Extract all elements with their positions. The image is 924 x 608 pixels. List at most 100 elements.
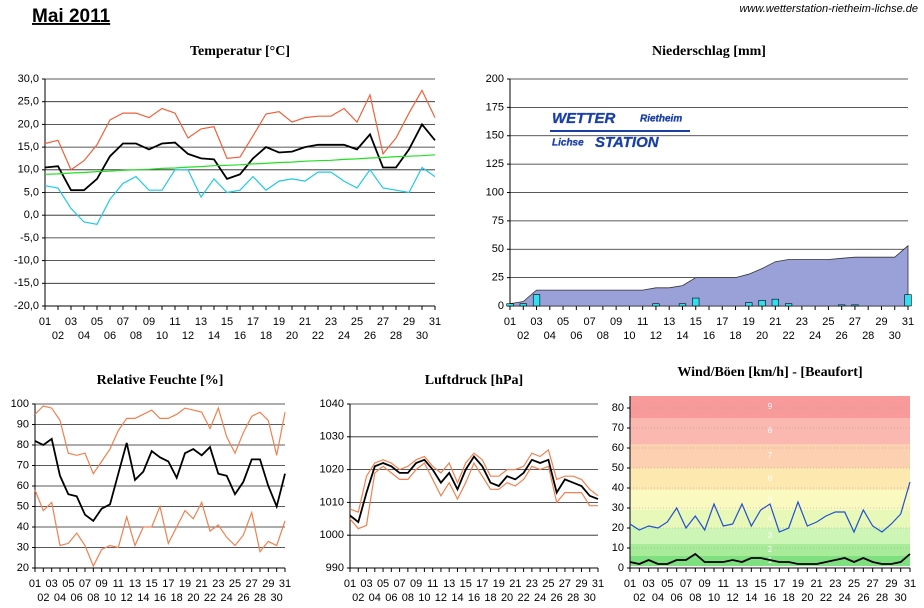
x-tick-label: 16 (154, 592, 166, 604)
y-tick-label: 0,0 (24, 209, 39, 221)
x-tick-label: 02 (633, 592, 645, 604)
x-tick-label: 15 (146, 578, 158, 590)
x-tick-label: 31 (904, 578, 916, 590)
url: www.wetterstation-rietheim-lichse.de (739, 3, 918, 15)
x-tick-label: 01 (29, 578, 41, 590)
beaufort-band (630, 444, 910, 468)
x-tick-label: 11 (427, 578, 438, 590)
y-tick-label: 1030 (320, 431, 344, 443)
x-tick-label: 27 (867, 578, 879, 590)
y-tick-label: 90 (17, 418, 29, 430)
x-tick-label: 19 (743, 316, 755, 328)
x-tick-label: 09 (610, 316, 622, 328)
x-tick-label: 26 (857, 592, 869, 604)
series-line (44, 89, 436, 171)
y-tick-label: 20 (612, 522, 624, 534)
x-tick-label: 28 (567, 592, 579, 604)
beaufort-label: 8 (768, 426, 773, 435)
x-tick-label: 06 (104, 330, 116, 342)
beaufort-label: 7 (768, 451, 773, 460)
x-tick-label: 27 (246, 578, 258, 590)
x-tick-label: 19 (273, 316, 285, 328)
x-tick-label: 30 (895, 592, 907, 604)
x-tick-label: 25 (229, 578, 241, 590)
y-tick-label: 100 (486, 186, 504, 198)
y-tick-label: 150 (486, 130, 504, 142)
beaufort-band (630, 544, 910, 556)
x-tick-label: 07 (117, 316, 129, 328)
x-tick-label: 28 (390, 330, 402, 342)
x-tick-label: 29 (575, 578, 587, 590)
x-tick-label: 06 (671, 592, 683, 604)
x-tick-label: 27 (849, 316, 861, 328)
bar (652, 303, 660, 307)
y-tick-label: 70 (17, 459, 29, 471)
x-tick-label: 05 (557, 316, 569, 328)
x-tick-label: 18 (484, 592, 496, 604)
y-tick-label: 30,0 (18, 73, 39, 85)
x-tick-label: 02 (517, 330, 529, 342)
y-tick-label: 10,0 (18, 164, 39, 176)
x-tick-label: 08 (87, 592, 99, 604)
x-tick-label: 07 (393, 578, 405, 590)
x-tick-label: 25 (542, 578, 554, 590)
x-tick-label: 21 (299, 316, 311, 328)
x-tick-label: 08 (402, 592, 414, 604)
x-tick-label: 16 (468, 592, 480, 604)
chart-title: Wind/Böen [km/h] - [Beaufort] (677, 365, 862, 380)
x-tick-label: 06 (71, 592, 83, 604)
series-line (34, 437, 286, 523)
x-tick-label: 30 (584, 592, 596, 604)
y-tick-label: 30 (17, 541, 29, 553)
x-tick-label: 14 (676, 330, 688, 342)
x-tick-label: 31 (429, 316, 441, 328)
x-tick-label: 14 (451, 592, 463, 604)
x-tick-label: 26 (237, 592, 249, 604)
x-tick-label: 09 (410, 578, 422, 590)
x-tick-label: 20 (187, 592, 199, 604)
y-tick-label: 100 (11, 398, 29, 410)
x-tick-label: 30 (416, 330, 428, 342)
x-tick-label: 03 (65, 316, 77, 328)
bar (758, 300, 766, 307)
x-tick-label: 16 (764, 592, 776, 604)
y-tick-label: 50 (17, 500, 29, 512)
chart-title: Luftdruck [hPa] (425, 373, 523, 388)
x-tick-label: 13 (129, 578, 141, 590)
cumulative-area (509, 244, 909, 307)
x-tick-label: 28 (862, 330, 874, 342)
x-tick-label: 09 (699, 578, 711, 590)
x-tick-label: 17 (476, 578, 488, 590)
x-tick-label: 23 (829, 578, 841, 590)
x-tick-label: 08 (130, 330, 142, 342)
y-tick-label: 20 (17, 562, 29, 574)
x-tick-label: 01 (504, 316, 516, 328)
x-tick-label: 05 (661, 578, 673, 590)
series-line (349, 448, 599, 514)
x-tick-label: 02 (352, 592, 364, 604)
chart-title: Relative Feuchte [%] (97, 373, 224, 388)
y-tick-label: 10 (612, 542, 624, 554)
y-tick-label: 40 (17, 521, 29, 533)
beaufort-band (630, 490, 910, 510)
y-tick-label: 80 (612, 402, 624, 414)
chart-title: Temperatur [°C] (190, 44, 290, 59)
x-tick-label: 01 (39, 316, 51, 328)
bar (904, 294, 912, 307)
x-tick-label: 10 (708, 592, 720, 604)
x-tick-label: 13 (443, 578, 455, 590)
bar (678, 303, 687, 307)
x-tick-label: 31 (592, 578, 604, 590)
bar (692, 297, 700, 307)
x-tick-label: 23 (325, 316, 337, 328)
y-tick-label: 60 (612, 442, 624, 454)
x-tick-label: 21 (196, 578, 208, 590)
y-tick-label: 200 (486, 73, 504, 85)
x-tick-label: 29 (875, 316, 887, 328)
beaufort-label: 3 (768, 531, 773, 540)
series-line (349, 461, 598, 530)
x-tick-label: 29 (262, 578, 274, 590)
y-tick-label: -10,0 (14, 255, 39, 267)
x-tick-label: 11 (637, 316, 648, 328)
x-tick-label: 24 (809, 330, 821, 342)
